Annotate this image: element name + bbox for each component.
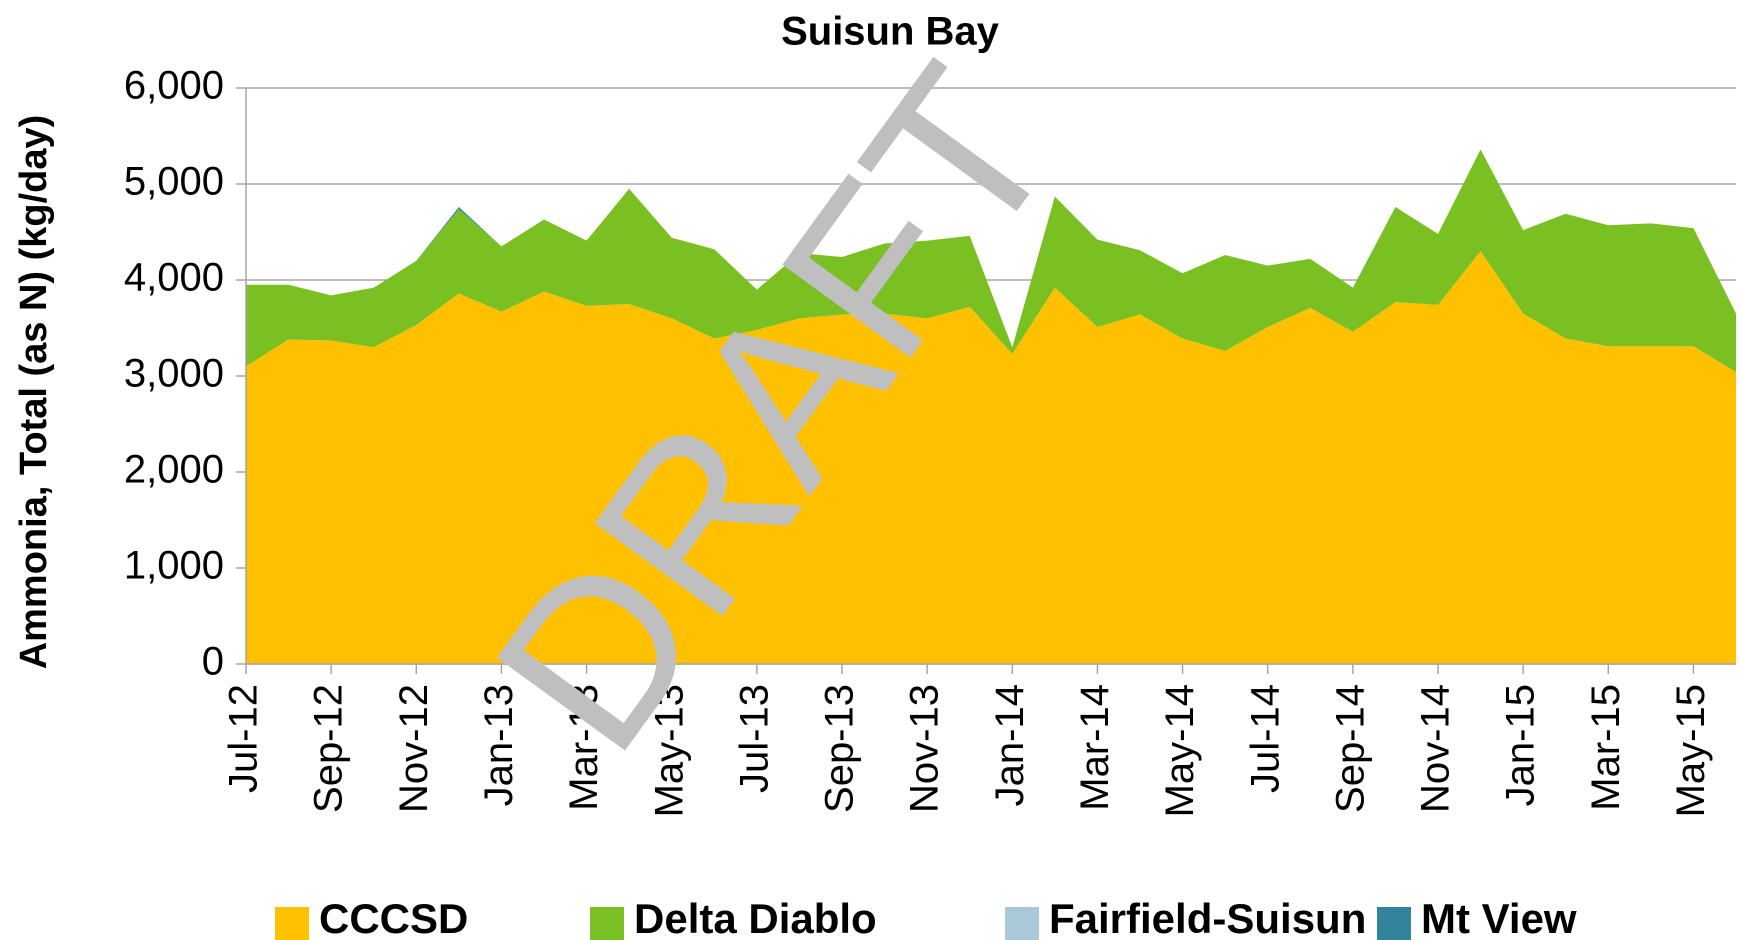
y-tick-label: 0 <box>202 640 224 684</box>
legend-label: Fairfield-Suisun <box>1049 895 1366 940</box>
y-tick-label: 6,000 <box>124 64 224 108</box>
x-tick-label: Sep-12 <box>307 684 351 813</box>
area <box>246 251 1736 664</box>
x-tick-label: Nov-12 <box>392 684 436 813</box>
x-tick-label: Sep-13 <box>818 684 862 813</box>
legend-label: Mt View <box>1421 895 1577 940</box>
x-tick-label: Jan-14 <box>988 684 1032 806</box>
x-tick-label: Jan-13 <box>477 684 521 806</box>
y-tick-label: 5,000 <box>124 160 224 204</box>
y-axis-label: Ammonia, Total (as N) (kg/day) <box>13 115 55 670</box>
x-tick-label: May-14 <box>1158 684 1202 817</box>
x-tick-label: May-15 <box>1669 684 1713 817</box>
x-tick-label: Mar-15 <box>1584 684 1628 811</box>
area <box>246 149 1736 373</box>
legend-label: Delta Diablo <box>634 895 877 940</box>
x-tick-label: Jan-15 <box>1499 684 1543 806</box>
x-tick-label: Jul-14 <box>1243 684 1287 793</box>
x-tick-label: May-13 <box>647 684 691 817</box>
x-tick-label: Nov-13 <box>903 684 947 813</box>
y-tick-label: 4,000 <box>124 256 224 300</box>
x-tick-label: Nov-14 <box>1414 684 1458 813</box>
legend-swatch <box>1005 907 1039 940</box>
x-tick-label: Mar-13 <box>562 684 606 811</box>
x-tick-label: Jul-12 <box>222 684 266 793</box>
y-tick-label: 3,000 <box>124 352 224 396</box>
x-tick-label: Jul-13 <box>732 684 776 793</box>
legend-label: CCCSD <box>319 895 468 940</box>
legend-swatch <box>1377 907 1411 940</box>
legend-swatch <box>275 907 309 940</box>
x-tick-label: Sep-14 <box>1328 684 1372 813</box>
y-tick-label: 2,000 <box>124 448 224 492</box>
legend-swatch <box>590 907 624 940</box>
y-tick-label: 1,000 <box>124 544 224 588</box>
chart-title: Suisun Bay <box>781 10 1000 54</box>
x-tick-label: Mar-14 <box>1073 684 1117 811</box>
